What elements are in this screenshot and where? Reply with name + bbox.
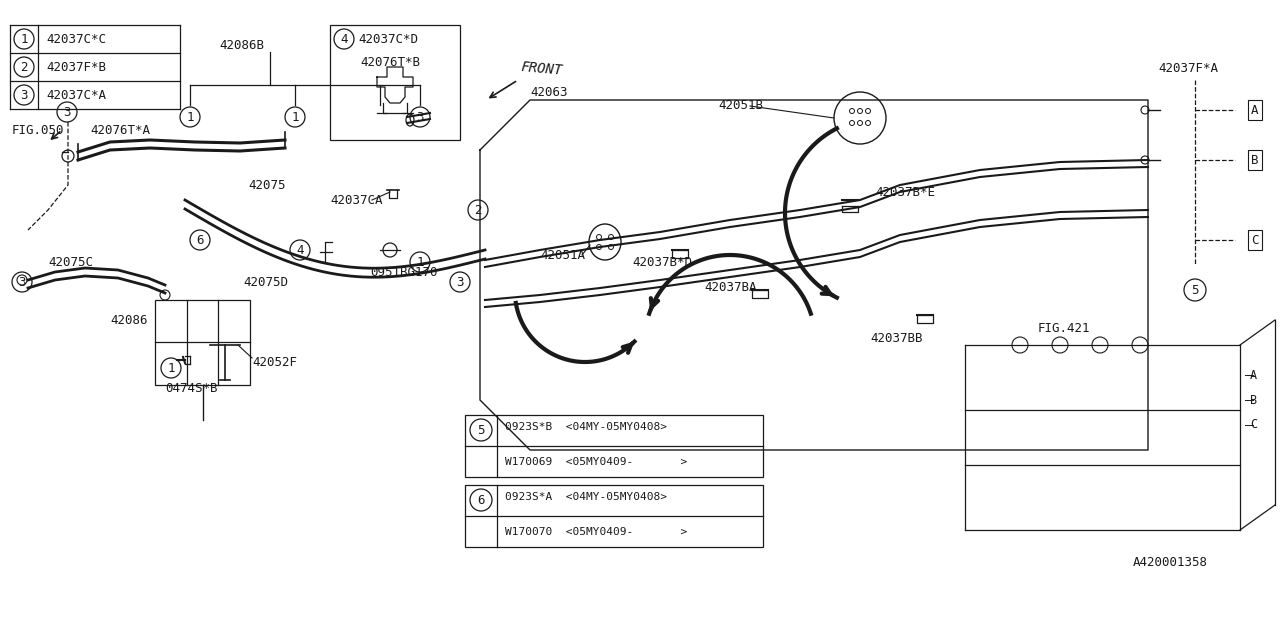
Text: 1: 1 bbox=[292, 111, 298, 124]
Text: 6: 6 bbox=[477, 493, 485, 506]
Text: A420001358: A420001358 bbox=[1133, 556, 1207, 568]
Bar bbox=[330, 25, 460, 140]
Text: B: B bbox=[1252, 154, 1258, 166]
Text: 42037BA: 42037BA bbox=[704, 280, 756, 294]
Text: W170069  <05MY0409-       >: W170069 <05MY0409- > bbox=[506, 457, 687, 467]
Text: 42052F: 42052F bbox=[252, 355, 297, 369]
Text: 42037F*B: 42037F*B bbox=[46, 61, 106, 74]
Text: 2: 2 bbox=[20, 61, 28, 74]
Text: 1: 1 bbox=[187, 111, 193, 124]
Text: A: A bbox=[1252, 104, 1258, 116]
Text: 42037C*C: 42037C*C bbox=[46, 33, 106, 45]
Text: 42037B*D: 42037B*D bbox=[632, 255, 692, 269]
Text: C: C bbox=[1252, 234, 1258, 246]
Text: FIG.050: FIG.050 bbox=[12, 124, 64, 136]
Text: FIG.421: FIG.421 bbox=[1038, 321, 1091, 335]
Text: FRONT: FRONT bbox=[520, 60, 563, 78]
Bar bbox=[465, 415, 763, 477]
Text: 5: 5 bbox=[1192, 284, 1199, 296]
Text: 42086B: 42086B bbox=[219, 38, 265, 51]
Text: 1: 1 bbox=[20, 33, 28, 45]
Text: 42037CA: 42037CA bbox=[330, 193, 383, 207]
Text: 6: 6 bbox=[196, 234, 204, 246]
Text: 0923S*B  <04MY-05MY0408>: 0923S*B <04MY-05MY0408> bbox=[506, 422, 667, 432]
Text: 42037C*D: 42037C*D bbox=[358, 33, 419, 45]
Text: 5: 5 bbox=[477, 424, 485, 436]
Text: 42063: 42063 bbox=[530, 86, 567, 99]
Text: 42076T*A: 42076T*A bbox=[90, 124, 150, 136]
Text: 42075D: 42075D bbox=[243, 275, 288, 289]
Text: 42051A: 42051A bbox=[540, 248, 585, 262]
Text: 2: 2 bbox=[475, 204, 481, 216]
Text: 0951BG170: 0951BG170 bbox=[370, 266, 438, 278]
Text: 3: 3 bbox=[456, 275, 463, 289]
Text: 1: 1 bbox=[168, 362, 175, 374]
Text: 42037B*E: 42037B*E bbox=[876, 186, 934, 198]
Text: 42086: 42086 bbox=[110, 314, 147, 326]
Text: 42076T*B: 42076T*B bbox=[360, 56, 420, 68]
Text: 42051B: 42051B bbox=[718, 99, 763, 111]
Text: 3: 3 bbox=[416, 111, 424, 124]
Text: A: A bbox=[1251, 369, 1257, 381]
Text: 3: 3 bbox=[20, 88, 28, 102]
Text: 42075C: 42075C bbox=[49, 255, 93, 269]
Bar bbox=[465, 485, 763, 547]
Text: 42037C*A: 42037C*A bbox=[46, 88, 106, 102]
Text: 42075: 42075 bbox=[248, 179, 285, 191]
Text: B: B bbox=[1251, 394, 1257, 406]
Text: 3: 3 bbox=[18, 275, 26, 289]
Text: 0474S*B: 0474S*B bbox=[165, 381, 218, 394]
Text: W170070  <05MY0409-       >: W170070 <05MY0409- > bbox=[506, 527, 687, 537]
Text: 4: 4 bbox=[296, 243, 303, 257]
Text: 4: 4 bbox=[340, 33, 348, 45]
Text: C: C bbox=[1251, 419, 1257, 431]
Text: 1: 1 bbox=[416, 255, 424, 269]
Text: 0923S*A  <04MY-05MY0408>: 0923S*A <04MY-05MY0408> bbox=[506, 492, 667, 502]
Text: 3: 3 bbox=[63, 106, 70, 118]
Bar bbox=[155, 300, 250, 385]
Text: 42037F*A: 42037F*A bbox=[1158, 61, 1219, 74]
Text: 42037BB: 42037BB bbox=[870, 332, 923, 344]
